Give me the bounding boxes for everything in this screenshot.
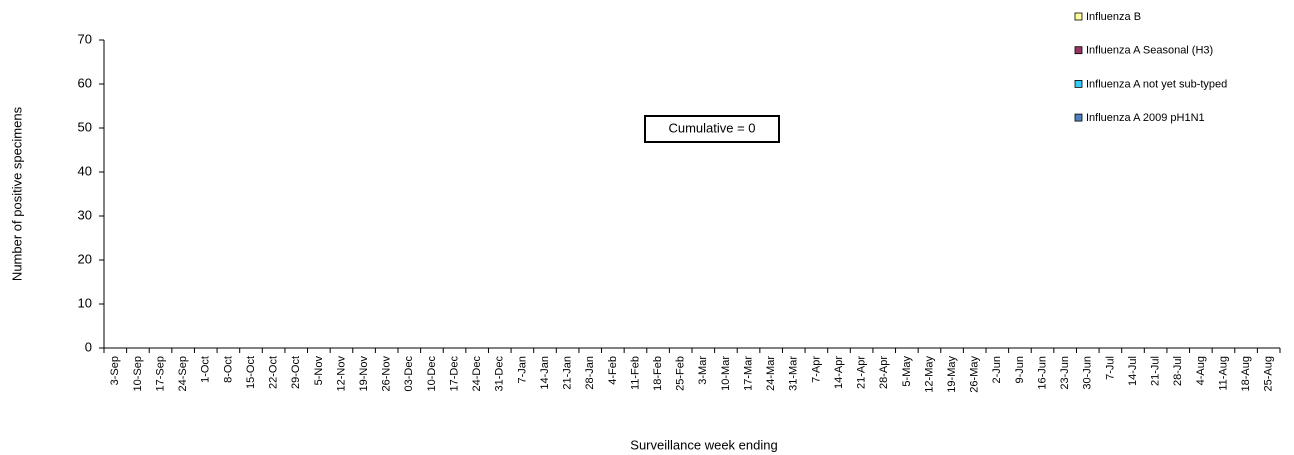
y-tick-label: 70 <box>78 31 92 46</box>
x-tick-label: 19-Nov <box>358 356 370 392</box>
x-tick-label: 15-Oct <box>245 356 257 389</box>
x-tick-label: 30-Jun <box>1082 356 1094 390</box>
legend-swatch <box>1074 12 1083 21</box>
x-tick-label: 25-Feb <box>675 356 687 391</box>
y-tick-label: 20 <box>78 251 92 266</box>
y-tick-label: 50 <box>78 119 92 134</box>
x-tick-label: 7-Apr <box>810 356 822 383</box>
legend-swatch <box>1074 46 1083 55</box>
legend-label: Influenza A not yet sub-typed <box>1086 78 1227 90</box>
legend-swatch <box>1074 113 1083 122</box>
x-tick-label: 5-May <box>901 356 913 387</box>
x-tick-label: 25-Aug <box>1263 356 1275 391</box>
x-axis-label: Surveillance week ending <box>630 437 777 452</box>
x-tick-label: 24-Dec <box>471 356 483 392</box>
x-tick-label: 21-Jul <box>1150 356 1162 386</box>
x-tick-label: 17-Sep <box>154 356 166 391</box>
x-tick-label: 28-Jul <box>1172 356 1184 386</box>
annotation: Cumulative = 0 <box>668 120 755 135</box>
x-tick-label: 14-Apr <box>833 356 845 389</box>
x-tick-label: 26-May <box>969 356 981 393</box>
x-tick-label: 4-Aug <box>1195 356 1207 385</box>
y-tick-label: 10 <box>78 295 92 310</box>
y-axis-label: Number of positive specimens <box>9 106 24 281</box>
x-tick-label: 14-Jul <box>1127 356 1139 386</box>
x-tick-label: 2-Jun <box>991 356 1003 384</box>
x-tick-label: 10-Dec <box>426 356 438 392</box>
x-tick-label: 16-Jun <box>1036 356 1048 390</box>
x-tick-label: 5-Nov <box>313 356 325 386</box>
x-tick-label: 17-Mar <box>742 356 754 391</box>
legend-swatch <box>1074 80 1083 88</box>
x-tick-label: 7-Jul <box>1104 356 1116 380</box>
x-tick-label: 31-Mar <box>788 356 800 391</box>
y-tick-label: 0 <box>85 339 92 354</box>
x-tick-label: 17-Dec <box>448 356 460 392</box>
x-tick-label: 31-Dec <box>494 356 506 392</box>
x-tick-label: 8-Oct <box>222 356 234 383</box>
x-tick-label: 12-May <box>923 356 935 393</box>
x-tick-label: 21-Apr <box>856 356 868 389</box>
x-tick-label: 10-Sep <box>132 356 144 391</box>
x-tick-label: 1-Oct <box>200 356 212 383</box>
legend-label: Influenza B <box>1086 11 1141 23</box>
x-tick-label: 03-Dec <box>403 356 415 392</box>
x-tick-label: 29-Oct <box>290 356 302 389</box>
x-tick-label: 23-Jun <box>1059 356 1071 390</box>
x-tick-label: 18-Aug <box>1240 356 1252 391</box>
x-tick-label: 28-Jan <box>584 356 596 390</box>
x-tick-label: 3-Sep <box>109 356 121 385</box>
x-tick-label: 9-Jun <box>1014 356 1026 384</box>
x-tick-label: 4-Feb <box>607 356 619 385</box>
x-tick-label: 18-Feb <box>652 356 664 391</box>
x-tick-label: 24-Sep <box>177 356 189 391</box>
y-tick-label: 40 <box>78 163 92 178</box>
legend-label: Influenza A 2009 pH1N1 <box>1086 112 1205 124</box>
x-tick-label: 12-Nov <box>335 356 347 392</box>
x-tick-label: 24-Mar <box>765 356 777 391</box>
x-tick-label: 14-Jan <box>539 356 551 390</box>
x-tick-label: 7-Jan <box>516 356 528 384</box>
annotation-box <box>644 115 780 143</box>
x-tick-label: 21-Jan <box>562 356 574 390</box>
x-tick-label: 28-Apr <box>878 356 890 389</box>
x-tick-label: 3-Mar <box>697 356 709 385</box>
legend-label: Influenza A Seasonal (H3) <box>1086 45 1213 57</box>
x-tick-label: 11-Aug <box>1217 356 1229 391</box>
y-tick-label: 30 <box>78 207 92 222</box>
x-tick-label: 10-Mar <box>720 356 732 391</box>
x-tick-label: 11-Feb <box>629 356 641 390</box>
x-tick-label: 22-Oct <box>268 356 280 389</box>
y-tick-label: 60 <box>78 75 92 90</box>
x-tick-label: 19-May <box>946 356 958 393</box>
x-tick-label: 26-Nov <box>381 356 393 392</box>
